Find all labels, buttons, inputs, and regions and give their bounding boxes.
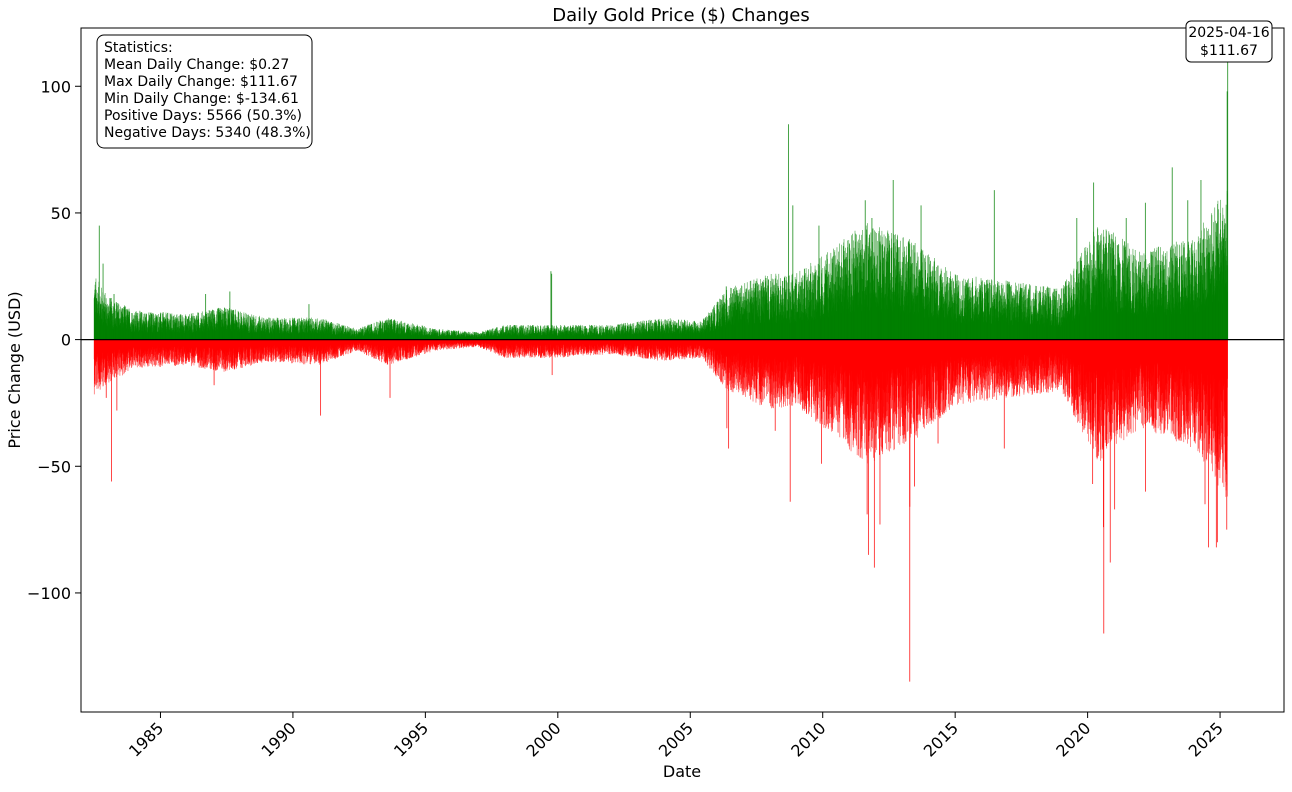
chart-title: Daily Gold Price ($) Changes — [552, 5, 810, 26]
